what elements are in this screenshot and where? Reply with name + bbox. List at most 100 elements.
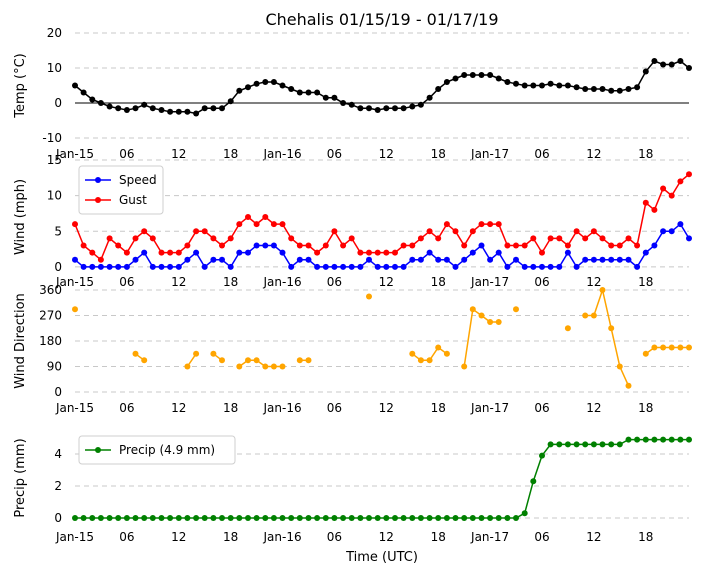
point-wind-1-34 bbox=[366, 249, 372, 256]
x-tick-label-temperature-0: Jan-15 bbox=[55, 147, 94, 161]
point-precip-0-42 bbox=[435, 515, 442, 521]
point-temperature-0-31 bbox=[340, 100, 347, 106]
point-precip-0-63 bbox=[616, 441, 623, 448]
point-direction-0-46 bbox=[469, 306, 476, 313]
point-precip-0-24 bbox=[279, 515, 286, 521]
point-direction-0-49 bbox=[495, 319, 502, 325]
point-wind-0-47 bbox=[478, 242, 485, 249]
point-direction-0-21 bbox=[253, 357, 260, 364]
point-temperature-0-14 bbox=[193, 110, 200, 117]
point-wind-0-2 bbox=[89, 263, 96, 270]
point-wind-1-11 bbox=[167, 249, 174, 256]
x-tick-label-wind-4: Jan-16 bbox=[262, 275, 301, 289]
x-tick-label-temperature-2: 12 bbox=[171, 147, 186, 161]
point-wind-0-5 bbox=[115, 263, 122, 270]
point-direction-0-26 bbox=[296, 357, 303, 364]
point-precip-0-57 bbox=[564, 441, 571, 448]
point-temperature-0-33 bbox=[357, 105, 364, 112]
point-temperature-0-18 bbox=[227, 98, 234, 105]
point-direction-0-39 bbox=[409, 350, 416, 357]
x-tick-label-direction-3: 18 bbox=[223, 401, 238, 415]
y-tick-label-direction-3: 270 bbox=[39, 309, 62, 323]
point-temperature-0-16 bbox=[210, 105, 217, 112]
point-precip-0-44 bbox=[452, 515, 459, 521]
point-wind-1-36 bbox=[383, 249, 390, 256]
point-wind-1-27 bbox=[305, 242, 312, 249]
point-wind-0-15 bbox=[201, 263, 208, 270]
point-wind-1-18 bbox=[227, 235, 234, 242]
point-wind-0-59 bbox=[582, 256, 589, 263]
point-precip-0-9 bbox=[149, 515, 156, 521]
point-precip-0-3 bbox=[97, 515, 104, 521]
point-direction-0-66 bbox=[642, 350, 649, 357]
point-wind-1-22 bbox=[262, 214, 269, 220]
point-wind-0-3 bbox=[97, 263, 104, 270]
point-temperature-0-17 bbox=[219, 105, 225, 112]
x-tick-label-temperature-3: 18 bbox=[223, 147, 238, 161]
point-temperature-0-68 bbox=[660, 61, 667, 68]
point-wind-1-48 bbox=[487, 221, 494, 228]
x-tick-label-temperature-9: 06 bbox=[534, 147, 549, 161]
point-precip-0-11 bbox=[167, 515, 174, 521]
point-temperature-0-70 bbox=[677, 58, 684, 64]
point-precip-0-28 bbox=[314, 515, 321, 521]
point-wind-1-3 bbox=[97, 256, 104, 263]
point-wind-0-42 bbox=[435, 256, 442, 263]
x-tick-label-wind-11: 18 bbox=[638, 275, 653, 289]
point-wind-1-59 bbox=[582, 235, 589, 242]
point-temperature-0-5 bbox=[115, 105, 122, 112]
point-direction-0-59 bbox=[582, 312, 589, 319]
point-wind-0-45 bbox=[461, 256, 468, 263]
point-temperature-0-50 bbox=[504, 79, 511, 85]
point-wind-1-61 bbox=[599, 235, 606, 242]
point-precip-0-20 bbox=[245, 515, 251, 521]
point-wind-0-31 bbox=[340, 263, 347, 270]
point-direction-0-16 bbox=[210, 350, 217, 357]
point-temperature-0-41 bbox=[426, 94, 433, 101]
point-wind-1-44 bbox=[452, 228, 459, 235]
legend-precip: Precip (4.9 mm) bbox=[78, 435, 236, 465]
point-precip-0-51 bbox=[513, 515, 519, 521]
point-wind-1-13 bbox=[184, 242, 191, 249]
point-wind-0-19 bbox=[236, 249, 243, 256]
point-direction-0-13 bbox=[184, 363, 191, 370]
point-wind-0-68 bbox=[660, 228, 667, 235]
y-tick-label-temperature-3: 20 bbox=[47, 26, 62, 40]
point-wind-0-54 bbox=[539, 263, 545, 270]
point-direction-0-67 bbox=[651, 344, 658, 351]
point-temperature-0-46 bbox=[469, 72, 476, 78]
point-temperature-0-6 bbox=[123, 107, 130, 113]
point-precip-0-37 bbox=[392, 515, 398, 521]
point-wind-0-66 bbox=[642, 249, 649, 256]
point-wind-0-8 bbox=[141, 249, 148, 256]
point-wind-1-23 bbox=[270, 221, 277, 228]
point-wind-1-46 bbox=[469, 228, 476, 235]
point-precip-0-38 bbox=[400, 515, 407, 521]
point-temperature-0-19 bbox=[236, 87, 243, 94]
point-temperature-0-52 bbox=[521, 82, 528, 89]
point-temperature-0-51 bbox=[513, 80, 519, 87]
point-wind-0-37 bbox=[392, 263, 398, 270]
point-precip-0-6 bbox=[123, 515, 130, 521]
point-direction-0-42 bbox=[435, 344, 442, 351]
panel-temperature: -10 0 10 20 Temp (°C) Jan-15 06 12 18 Jan-16 06 12 1… bbox=[13, 26, 692, 161]
x-tick-label-temperature-11: 18 bbox=[638, 147, 653, 161]
point-wind-0-58 bbox=[573, 263, 580, 270]
point-wind-0-35 bbox=[374, 263, 381, 270]
point-temperature-0-54 bbox=[539, 82, 545, 89]
x-tick-label-temperature-10: 12 bbox=[586, 147, 601, 161]
point-precip-0-36 bbox=[383, 515, 390, 521]
point-wind-1-12 bbox=[175, 249, 182, 256]
point-wind-0-26 bbox=[296, 256, 303, 263]
point-wind-0-61 bbox=[599, 256, 606, 263]
point-wind-0-9 bbox=[149, 263, 156, 270]
point-direction-0-22 bbox=[262, 363, 269, 370]
point-temperature-0-49 bbox=[495, 75, 502, 82]
y-tick-label-temperature-2: 10 bbox=[47, 61, 62, 75]
point-precip-0-45 bbox=[461, 515, 468, 521]
point-precip-0-62 bbox=[608, 441, 615, 448]
point-wind-0-14 bbox=[193, 249, 200, 256]
y-axis-label-wind: Wind (mph) bbox=[13, 179, 28, 255]
point-temperature-0-24 bbox=[279, 82, 286, 89]
x-tick-label-precip-11: 18 bbox=[638, 530, 653, 544]
